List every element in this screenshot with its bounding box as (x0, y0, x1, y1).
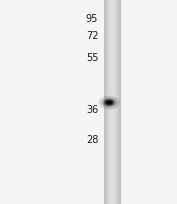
Bar (105, 0, 106, 204)
Text: 72: 72 (86, 31, 98, 41)
Bar (109, 0, 110, 204)
Text: 55: 55 (86, 53, 98, 63)
Bar (117, 0, 118, 204)
Bar (112, 0, 113, 204)
Bar (118, 0, 119, 204)
Ellipse shape (98, 96, 120, 110)
Bar (113, 0, 114, 204)
Bar (110, 0, 111, 204)
Bar (119, 0, 120, 204)
Text: 95: 95 (86, 14, 98, 24)
Bar (107, 0, 108, 204)
Bar (104, 0, 105, 204)
Text: 28: 28 (86, 135, 98, 145)
Ellipse shape (106, 101, 112, 105)
Ellipse shape (104, 100, 114, 106)
Text: 36: 36 (86, 104, 98, 114)
Bar (114, 0, 115, 204)
Bar (108, 0, 109, 204)
Bar (120, 0, 121, 204)
Bar (116, 0, 117, 204)
Ellipse shape (102, 99, 116, 108)
Bar (111, 0, 112, 204)
Bar (115, 0, 116, 204)
Bar (106, 0, 107, 204)
